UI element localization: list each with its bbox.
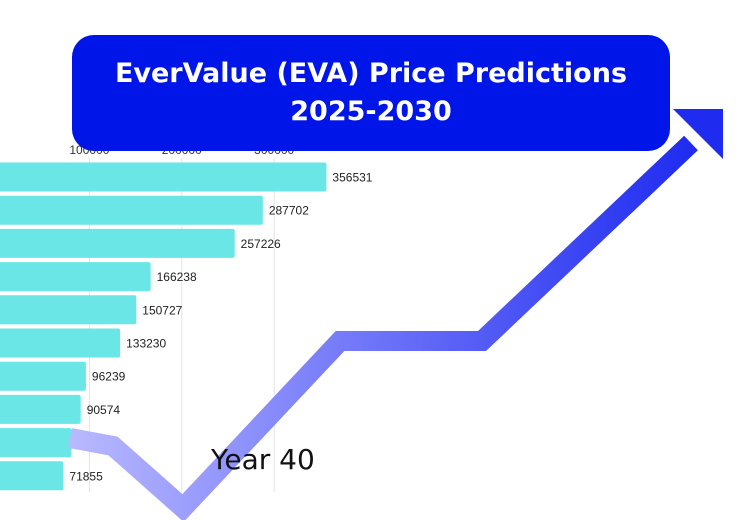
- bar-value-label: 356531: [332, 171, 372, 185]
- frame-label: Year 40: [211, 443, 315, 476]
- trend-arrow-shaft: [68, 135, 698, 520]
- bar: [0, 295, 137, 325]
- bar-value-label: 133230: [126, 337, 166, 351]
- bar-value-label: 150727: [142, 303, 182, 317]
- bar-value-label: 257226: [241, 237, 281, 251]
- bar-value-label: 96239: [92, 370, 126, 384]
- x-tick-label: 0: [0, 143, 1, 157]
- title-line-2: 2025-2030: [290, 96, 452, 127]
- bar: [0, 195, 263, 225]
- bar: [0, 328, 121, 358]
- bars: 356531 287702 257226 166238 150727 133230 9623…: [0, 162, 373, 491]
- bar-value-label: 71855: [69, 469, 103, 483]
- bar: [0, 228, 235, 258]
- bar: [0, 461, 64, 491]
- bar-value-label: 287702: [269, 204, 309, 218]
- bar: [0, 394, 81, 424]
- bar: [0, 262, 151, 292]
- bar: [0, 162, 327, 192]
- bar: [0, 361, 86, 391]
- title-line-1: EverValue (EVA) Price Predictions: [114, 58, 628, 89]
- bar-value-label: 166238: [157, 270, 197, 284]
- bar-value-label: 90574: [87, 403, 121, 417]
- bar: [0, 428, 72, 458]
- title-banner: EverValue (EVA) Price Predictions 2025-2…: [72, 35, 670, 151]
- trend-arrow-head: [673, 109, 723, 159]
- trend-arrow: [68, 109, 723, 520]
